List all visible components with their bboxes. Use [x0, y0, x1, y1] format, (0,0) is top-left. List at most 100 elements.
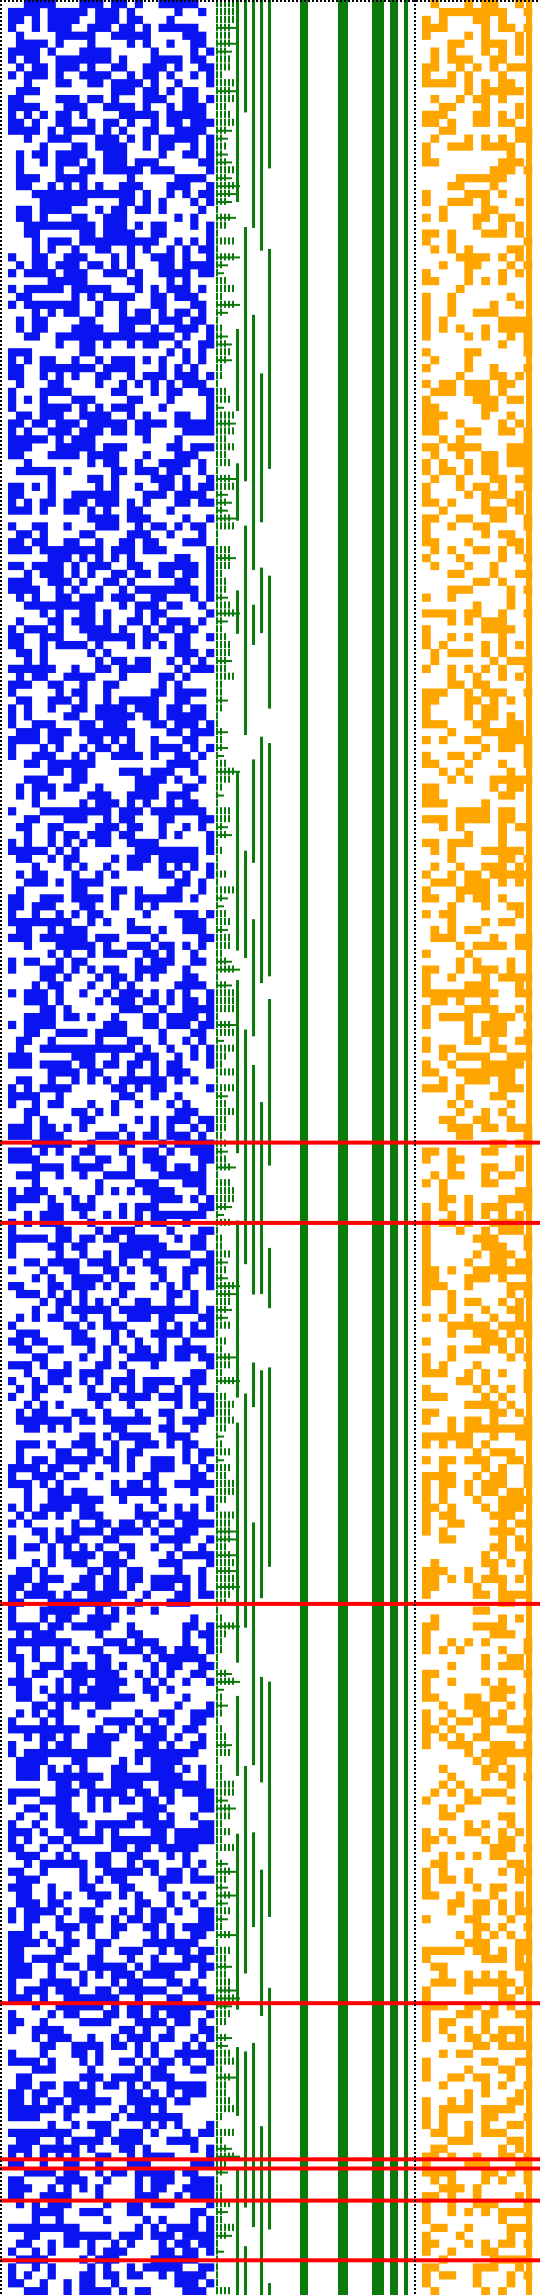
- tree-stub: [220, 577, 222, 585]
- bit-cell: [95, 1859, 104, 1868]
- tree-segment: [236, 1220, 239, 1398]
- tree-stub: [232, 118, 234, 126]
- bit-cell: [79, 2279, 88, 2288]
- bit-cell: [31, 1582, 40, 1591]
- bit-cell: [166, 1938, 175, 1948]
- tree-stub: [220, 7, 222, 16]
- tree-stub: [232, 1187, 234, 1195]
- bit-cell: [79, 1115, 88, 1125]
- bit-cell: [71, 2231, 80, 2240]
- bit-cell: [118, 1289, 128, 1299]
- bit-cell: [118, 1891, 128, 1900]
- bit-cell: [79, 1836, 88, 1845]
- bit-cell: [126, 1456, 136, 1465]
- bit-cell: [134, 1305, 143, 1314]
- bit-cell: [182, 110, 191, 119]
- bit-cell: [182, 799, 191, 808]
- bit-cell: [174, 1384, 183, 1394]
- bit-cell: [190, 261, 199, 270]
- bit-cell: [95, 490, 104, 499]
- bit-cell: [182, 1764, 191, 1773]
- bit-cell: [15, 7, 25, 17]
- bit-cell: [190, 1107, 199, 1117]
- bit-cell: [134, 2168, 143, 2177]
- bit-cell: [126, 1464, 136, 1473]
- bit-cell: [55, 593, 64, 602]
- bit-cell: [79, 759, 88, 768]
- tree-branch: [216, 216, 236, 219]
- tree-stub: [216, 846, 218, 854]
- bit-cell: [198, 158, 207, 167]
- bit-cell: [174, 1535, 183, 1544]
- bit-cell: [198, 712, 207, 721]
- bit-cell: [182, 1859, 191, 1868]
- tree-stub: [216, 2184, 218, 2192]
- bit-cell: [8, 427, 17, 436]
- bit-cell: [198, 1630, 207, 1639]
- bit-cell: [103, 1693, 112, 1702]
- bit-cell: [8, 1337, 17, 1346]
- bit-cell: [118, 213, 128, 222]
- bit-cell: [174, 269, 183, 278]
- bit-cell: [190, 799, 199, 808]
- bit-cell: [79, 799, 88, 808]
- bit-cell: [95, 870, 104, 879]
- bit-cell: [23, 656, 33, 666]
- bit-cell: [206, 2247, 215, 2256]
- bit-cell: [47, 933, 56, 943]
- bit-cell: [8, 348, 17, 357]
- bit-cell: [63, 2200, 72, 2209]
- tree-stub: [216, 1084, 218, 1092]
- bit-cell: [47, 1899, 56, 1908]
- tree-stub: [216, 292, 218, 300]
- bit-cell: [118, 55, 128, 64]
- bit-cell: [71, 1535, 80, 1544]
- tree-stub: [220, 1590, 222, 1598]
- tree-segment: [252, 1065, 255, 1295]
- tree-branch: [216, 620, 228, 623]
- bit-cell: [39, 1685, 48, 1694]
- bit-cell: [190, 593, 199, 602]
- bit-cell: [134, 427, 143, 436]
- bit-cell: [103, 102, 112, 112]
- bit-cell: [166, 39, 175, 48]
- bit-cell: [87, 2081, 96, 2090]
- bit-cell: [39, 324, 48, 333]
- bit-cell: [31, 1258, 40, 1267]
- bit-cell: [111, 886, 120, 895]
- bit-cell: [23, 39, 33, 48]
- tree-branch: [216, 161, 232, 164]
- bit-cell: [87, 419, 96, 428]
- bit-cell: [87, 1044, 96, 1053]
- bit-cell: [8, 1590, 17, 1599]
- bit-cell: [134, 2207, 143, 2217]
- bit-cell: [79, 1970, 88, 1979]
- bit-cell: [47, 1424, 56, 1433]
- bit-cell: [198, 2065, 207, 2074]
- bit-cell: [31, 466, 40, 476]
- bit-cell: [190, 2279, 199, 2288]
- tree-branch: [216, 1704, 228, 1707]
- bit-cell: [79, 1661, 88, 1671]
- bit-cell: [39, 213, 48, 222]
- bit-cell: [166, 1060, 175, 1069]
- orange-cell: [498, 87, 507, 96]
- bit-cell: [158, 1836, 167, 1845]
- bit-cell: [190, 807, 199, 816]
- bit-cell: [71, 1242, 80, 1251]
- bit-cell: [111, 237, 120, 246]
- bit-cell: [134, 775, 143, 784]
- tree-stub: [216, 1788, 218, 1796]
- bit-cell: [63, 1289, 72, 1299]
- bit-cell: [118, 110, 128, 119]
- bit-cell: [55, 2136, 64, 2145]
- bit-cell: [134, 1210, 143, 1220]
- bit-cell: [63, 387, 72, 396]
- bit-cell: [95, 1661, 104, 1671]
- bit-cell: [103, 2120, 112, 2130]
- bit-cell: [31, 1100, 40, 1109]
- bit-cell: [150, 2002, 159, 2011]
- bit-cell: [103, 2152, 112, 2161]
- bit-cell: [79, 546, 88, 555]
- bit-cell: [71, 1456, 80, 1465]
